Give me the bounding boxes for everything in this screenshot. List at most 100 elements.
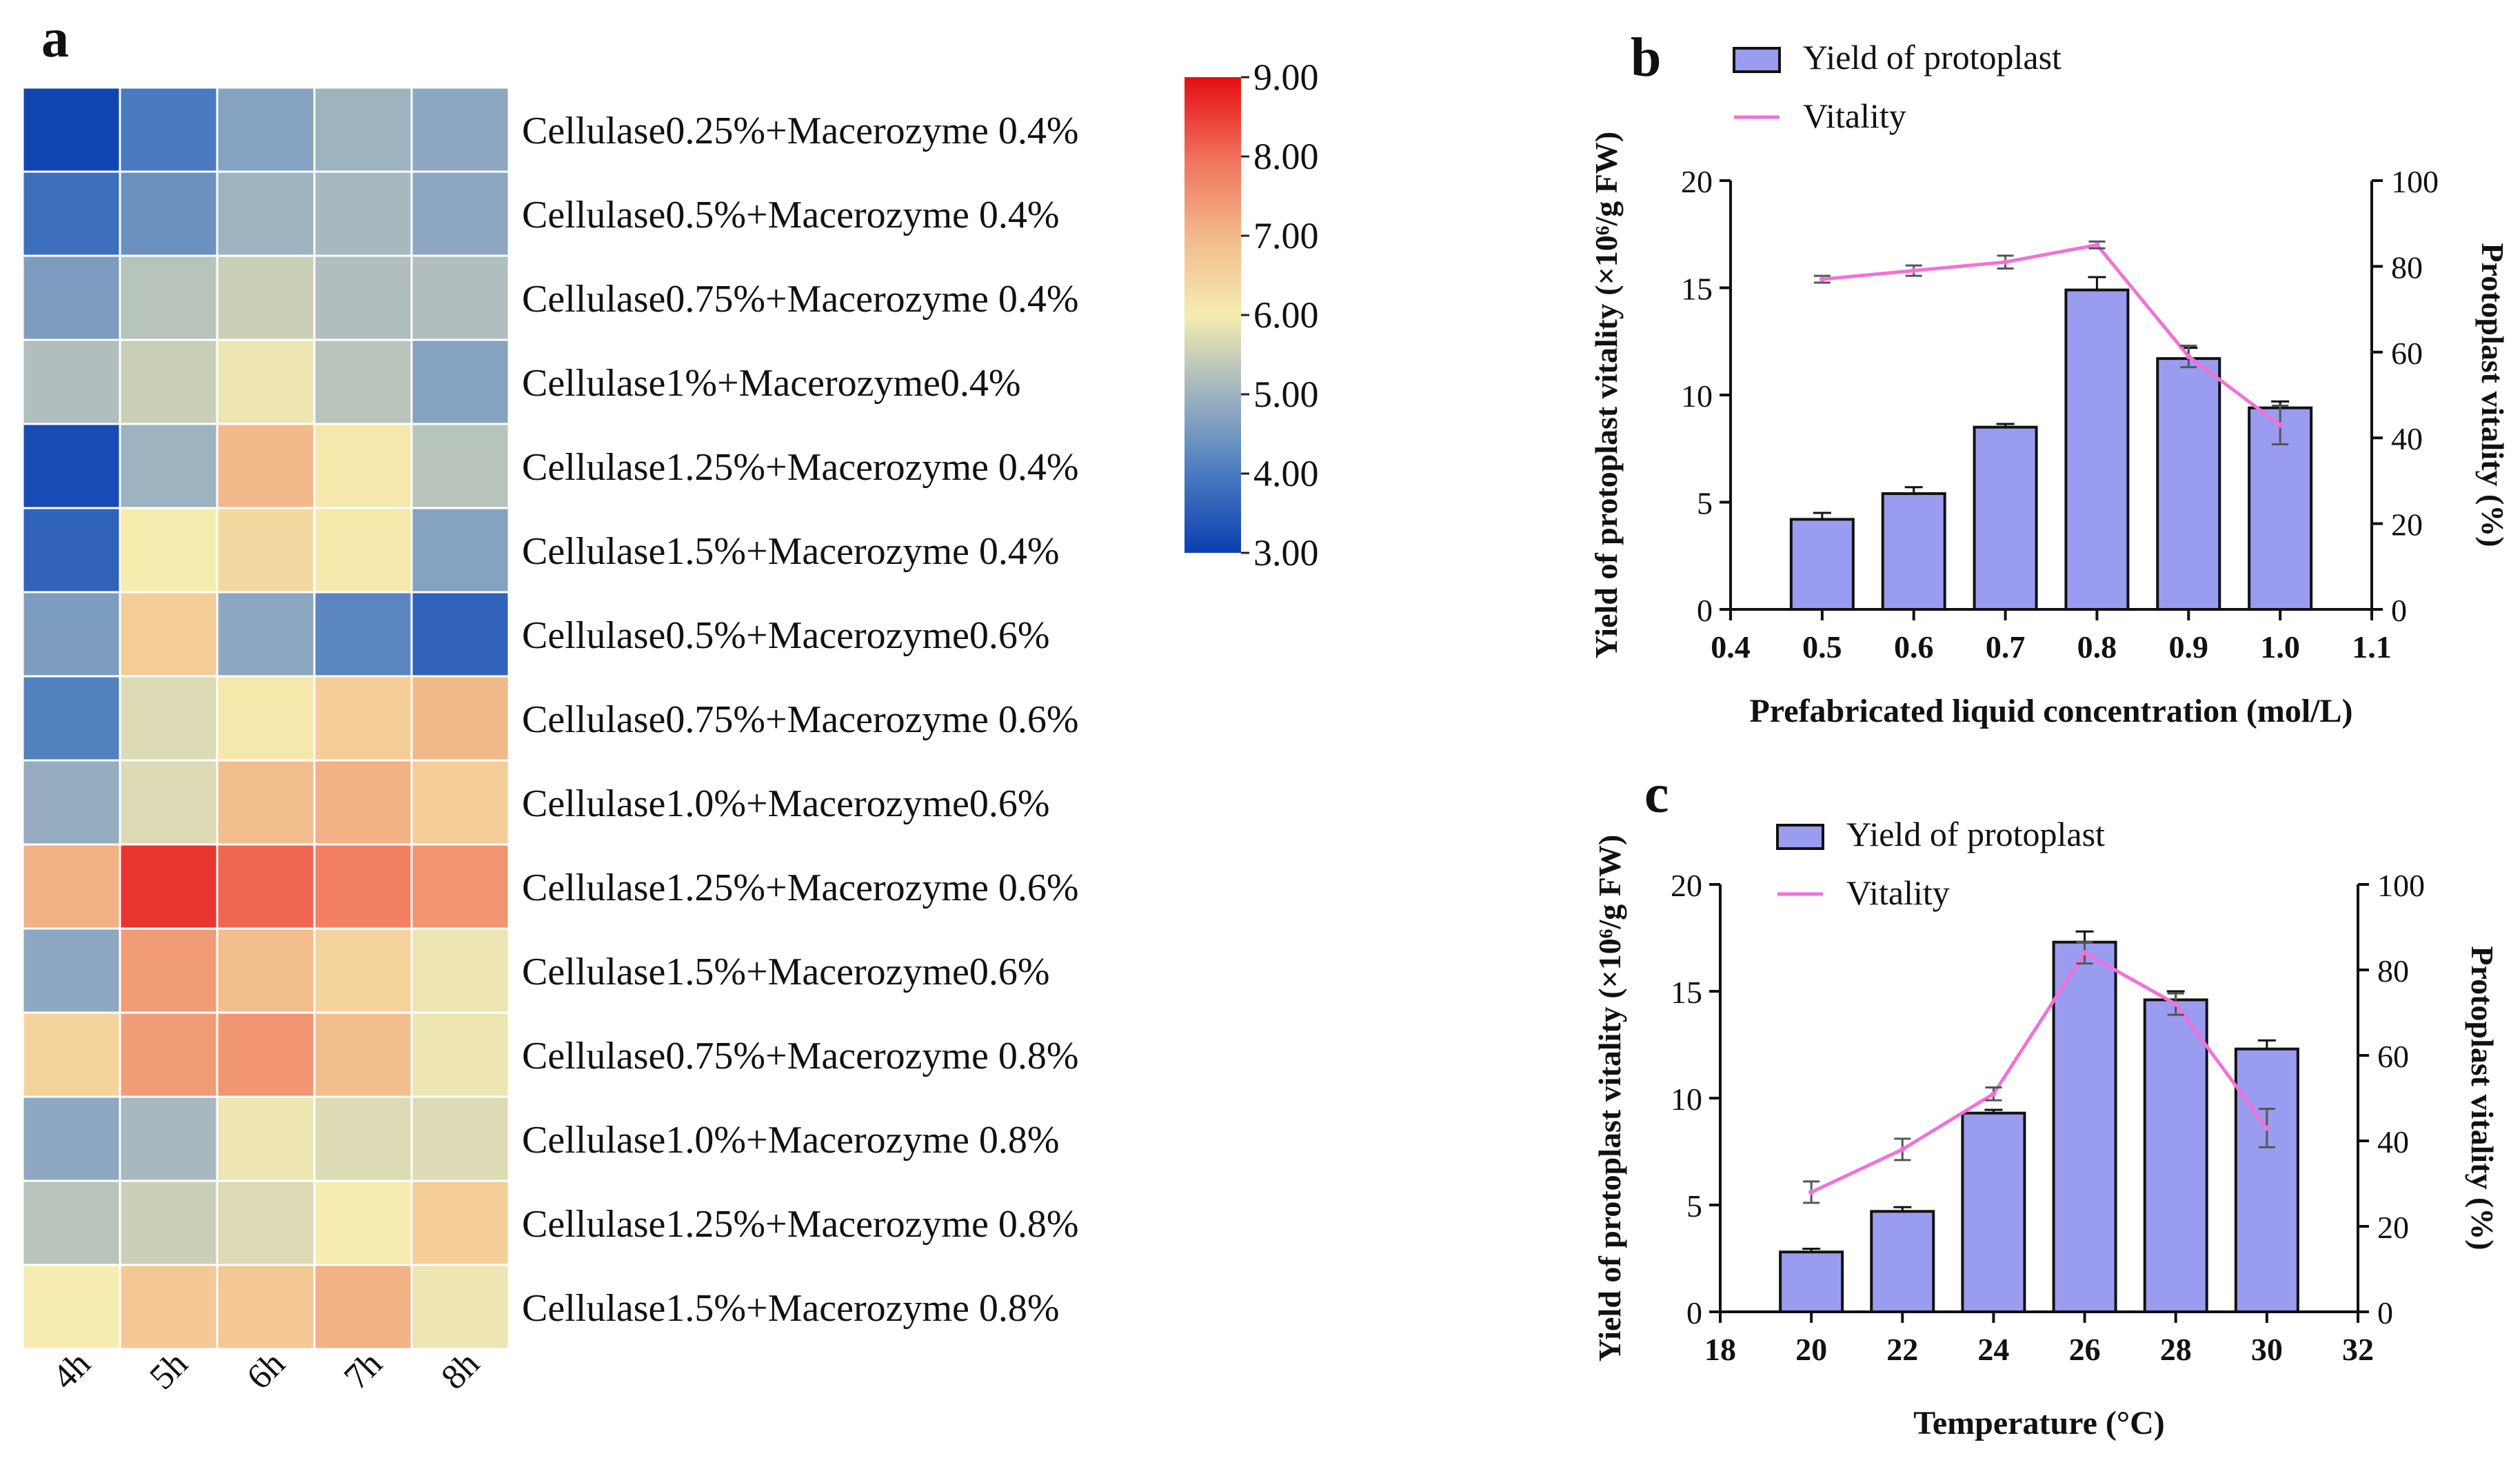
heatmap-row-label: Cellulase0.5%+Macerozyme 0.4%: [522, 194, 1060, 236]
line-point: [2094, 242, 2100, 248]
heatmap-row-label: Cellulase1.25%+Macerozyme 0.6%: [522, 867, 1079, 909]
y-axis-title-left: Yield of protoplast vitality (×10⁶/g FW): [1592, 835, 1627, 1361]
heatmap-cell: [216, 1264, 316, 1350]
heatmap-row-label: Cellulase1.25%+Macerozyme 0.4%: [522, 446, 1079, 489]
heatmap-row-label: Cellulase1.5%+Macerozyme0.6%: [522, 951, 1050, 993]
heatmap-cell: [313, 423, 413, 509]
y-right-tick-label: 80: [2391, 250, 2423, 285]
x-tick-label: 0.9: [2169, 629, 2209, 665]
heatmap-cell: [410, 927, 510, 1014]
x-tick-label: 0.7: [1986, 629, 2026, 665]
heatmap-cell: [313, 86, 413, 173]
heatmap-cell: [410, 1264, 510, 1350]
heatmap-cell: [216, 170, 316, 257]
y-right-tick-label: 60: [2377, 1039, 2409, 1074]
heatmap-row-label: Cellulase1%+Macerozyme0.4%: [522, 362, 1021, 405]
line-point: [1990, 1091, 1997, 1097]
line-point: [1911, 267, 1917, 274]
x-tick-label: 0.4: [1711, 629, 1751, 665]
line-point: [2173, 1001, 2179, 1007]
colorbar-tick-label: 7.00: [1253, 215, 1319, 256]
heatmap-cell: [216, 338, 316, 425]
heatmap-cell: [313, 927, 413, 1014]
y-left-tick-label: 5: [1697, 486, 1713, 521]
heatmap-cell: [216, 254, 316, 341]
panel-c-letter: c: [1644, 764, 1669, 824]
bar: [2156, 357, 2221, 611]
y-right-tick-label: 80: [2377, 953, 2409, 989]
heatmap-cell: [119, 591, 219, 678]
heatmap-cell: [313, 170, 413, 257]
heatmap-cell: [410, 338, 510, 425]
legend-bar-swatch: [1733, 47, 1781, 73]
heatmap-cell: [313, 338, 413, 425]
bar: [2064, 288, 2130, 611]
heatmap-row-label: Cellulase0.75%+Macerozyme 0.4%: [522, 278, 1079, 321]
legend-bar-label: Yield of protoplast: [1846, 815, 2105, 853]
y-left-tick-label: 0: [1697, 593, 1713, 628]
heatmap-cell: [216, 759, 316, 846]
heatmap-cell: [410, 591, 510, 678]
heatmap-cell: [21, 338, 121, 425]
heatmap-cell: [21, 170, 121, 257]
heatmap-cell: [119, 1179, 219, 1266]
panel-b-chart: b 0 5 10 15 20 0 20 40 60 80 100 0.4 0.5 0.6 0.7 0.8 0.9…: [1589, 28, 2510, 729]
heatmap-cell: [313, 675, 413, 762]
legend-bar-swatch: [1776, 824, 1824, 850]
y-right-tick-label: 0: [2391, 593, 2407, 628]
heatmap-cell: [21, 843, 121, 930]
heatmap-cell: [410, 675, 510, 762]
vitality-line: [1822, 243, 2281, 427]
x-tick-label: 0.8: [2077, 629, 2117, 665]
heatmap-cell: [119, 927, 219, 1014]
heatmap-row-label: Cellulase0.75%+Macerozyme 0.8%: [522, 1035, 1079, 1077]
x-tick-label: 1.0: [2260, 629, 2300, 665]
x-tick-label: 28: [2160, 1332, 2192, 1367]
heatmap-cell: [21, 1095, 121, 1182]
y-left-tick-label: 5: [1686, 1188, 1702, 1224]
x-tick-label: 32: [2342, 1332, 2374, 1367]
heatmap-cell: [313, 254, 413, 341]
y-right-tick-label: 100: [2377, 868, 2425, 903]
x-axis-title: Prefabricated liquid concentration (mol/…: [1749, 693, 2352, 729]
heatmap-column-labels: 4h 5h 6h 7h 8h: [45, 1344, 487, 1397]
heatmap-cell: [216, 423, 316, 509]
heatmap-cell: [410, 507, 510, 594]
heatmap-row-label: Cellulase0.5%+Macerozyme0.6%: [522, 614, 1050, 657]
bar: [2143, 998, 2208, 1314]
y-axis-title-left: Yield of protoplast vitality (×10⁶/g FW): [1589, 132, 1624, 658]
line-point: [2081, 950, 2088, 956]
line-point: [2186, 354, 2192, 360]
heatmap-cell: [313, 1095, 413, 1182]
line-point: [1899, 1146, 1906, 1153]
colorbar-tick-label: 4.00: [1253, 453, 1319, 494]
x-axis-title: Temperature (°C): [1913, 1405, 2164, 1441]
heatmap-cell: [216, 1179, 316, 1266]
heatmap-cell: [313, 1011, 413, 1098]
colorbar-tick-label: 8.00: [1253, 136, 1319, 177]
y-left-tick-label: 10: [1681, 378, 1713, 414]
heatmap-row-label: Cellulase1.25%+Macerozyme 0.8%: [522, 1203, 1079, 1246]
heatmap-column-label: 6h: [239, 1344, 292, 1397]
heatmap-cell: [313, 759, 413, 846]
heatmap-cell: [410, 86, 510, 173]
y-axis-title-right: Protoplast vitality (%): [2475, 243, 2510, 547]
heatmap-cell: [21, 1179, 121, 1266]
heatmap-cell: [21, 423, 121, 509]
bar: [2234, 1047, 2299, 1313]
x-tick-label: 26: [2069, 1332, 2101, 1367]
heatmap-cell: [21, 254, 121, 341]
heatmap-cell: [21, 1011, 121, 1098]
heatmap-cell: [313, 1179, 413, 1266]
y-left-tick-label: 0: [1686, 1295, 1702, 1330]
legend-bar-label: Yield of protoplast: [1803, 38, 2062, 77]
x-tick-label: 30: [2251, 1332, 2283, 1367]
colorbar-tick-label: 5.00: [1253, 374, 1319, 415]
heatmap-cell: [410, 759, 510, 846]
x-tick-label: 24: [1977, 1332, 2009, 1367]
bar: [1973, 425, 2038, 611]
heatmap-row-label: Cellulase0.25%+Macerozyme 0.4%: [522, 110, 1079, 152]
y-right-tick-label: 40: [2377, 1124, 2409, 1159]
heatmap-cell: [21, 1264, 121, 1350]
y-left-tick-label: 10: [1671, 1082, 1702, 1117]
